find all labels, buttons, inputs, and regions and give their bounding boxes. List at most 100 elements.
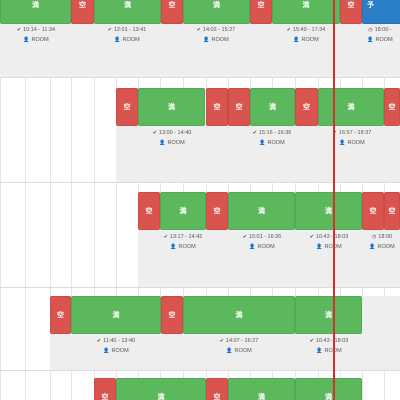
booking-info[interactable]: ◷ 18:00 - 👤 ROOM: [360, 27, 400, 43]
slot-free[interactable]: 空: [228, 88, 250, 126]
slot-free[interactable]: 空: [206, 192, 228, 230]
slot-free[interactable]: 空: [50, 296, 71, 334]
booking-info[interactable]: ✔16:43 - 18:03 👤ROOM: [303, 338, 355, 354]
booking-room: ROOM: [111, 348, 129, 354]
booking-info[interactable]: ✔ 13:00 - 14:40 👤 ROOM: [146, 130, 198, 146]
slot-label: 空: [101, 394, 109, 400]
slot-busy[interactable]: 満: [94, 0, 161, 24]
check-icon: ✔: [163, 234, 168, 240]
slot-busy[interactable]: 満: [318, 88, 384, 126]
booking-info[interactable]: ◷ 18:00 👤 ROOM: [364, 234, 400, 250]
booking-time: 13:17 - 14:42: [169, 234, 203, 240]
check-icon: ✔: [16, 27, 22, 33]
booking-info[interactable]: ✔ 13:17 - 14:42 👤 ROOM: [157, 234, 209, 250]
slot-free[interactable]: 空: [138, 192, 160, 230]
booking-info[interactable]: ✔ 12:01 - 13:41 👤 ROOM: [101, 27, 153, 43]
slot-free[interactable]: 空: [295, 88, 318, 126]
grid-line: [0, 0, 1, 400]
slot-label: 満: [157, 394, 165, 400]
slot-busy[interactable]: 満: [71, 296, 161, 334]
booking-room: ROOM: [122, 37, 140, 43]
slot-label: 空: [168, 2, 176, 9]
booking-room: ROOM: [301, 37, 319, 43]
check-icon: ✔: [152, 130, 157, 136]
booking-info[interactable]: ✔ 14:07 - 16:27 👤 ROOM: [213, 338, 265, 354]
booking-room: ROOM: [377, 244, 395, 250]
booking-room: ROOM: [267, 140, 285, 146]
booking-room: ROOM: [211, 37, 229, 43]
slot-label: 満: [213, 2, 220, 9]
slot-busy[interactable]: 満: [138, 88, 205, 126]
slot-free[interactable]: 空: [94, 378, 116, 400]
person-icon: 👤: [259, 140, 266, 146]
slot-label: 満: [124, 2, 131, 9]
slot-busy[interactable]: 満: [272, 0, 340, 24]
slot-label: 空: [303, 104, 310, 111]
check-icon: ✔: [309, 338, 314, 344]
slot-free[interactable]: 空: [362, 192, 384, 230]
check-icon: ✔: [107, 27, 112, 33]
booking-room: ROOM: [375, 37, 393, 43]
slot-busy[interactable]: 満: [228, 378, 295, 400]
slot-busy[interactable]: 満: [228, 192, 295, 230]
slot-label: 満: [32, 2, 39, 9]
person-icon: 👤: [316, 244, 323, 250]
booking-time: 11:40 - 13:40: [103, 338, 136, 344]
booking-info[interactable]: ✔ 14:02 - 15:27 👤 ROOM: [190, 27, 242, 43]
booking-info[interactable]: ✔ 10:14 - 11:34 👤 ROOM: [10, 27, 62, 43]
booking-time: 18:00 -: [374, 27, 392, 33]
grid-line: [71, 0, 72, 400]
slot-busy[interactable]: 満: [295, 296, 362, 334]
grid-line: [25, 0, 26, 400]
slot-reserved[interactable]: 予: [362, 0, 400, 24]
slot-busy[interactable]: 満: [116, 378, 206, 400]
booking-info[interactable]: ✔ 15:16 - 16:36 👤 ROOM: [246, 130, 298, 146]
booking-info[interactable]: ✔16:43 - 18:03 👤ROOM: [303, 234, 355, 250]
slot-free[interactable]: 空: [340, 0, 362, 24]
row-divider: [0, 77, 400, 78]
slot-free[interactable]: 空: [250, 0, 272, 24]
slot-label: 満: [258, 208, 265, 215]
slot-label: 満: [258, 394, 265, 400]
slot-label: 空: [145, 208, 153, 215]
slot-label: 満: [112, 312, 120, 319]
booking-time: 16:43 - 18:03: [315, 234, 349, 240]
booking-room: ROOM: [31, 37, 49, 43]
booking-info[interactable]: ✔ 11:40 - 13:40 👤 ROOM: [90, 338, 142, 354]
slot-busy[interactable]: 満: [0, 0, 71, 24]
booking-time: 10:14 - 11:34: [23, 27, 56, 33]
slot-busy[interactable]: 満: [160, 192, 206, 230]
slot-busy[interactable]: 満: [183, 0, 250, 24]
slot-free[interactable]: 空: [116, 88, 138, 126]
slot-free[interactable]: 空: [206, 88, 228, 126]
slot-free[interactable]: 空: [206, 378, 228, 400]
slot-label: 空: [213, 394, 221, 400]
person-icon: 👤: [203, 37, 210, 43]
slot-busy[interactable]: 満: [295, 378, 362, 400]
person-icon: 👤: [316, 348, 323, 354]
slot-busy[interactable]: 満: [183, 296, 295, 334]
check-icon: ✔: [286, 27, 291, 33]
person-icon: 👤: [293, 37, 300, 43]
slot-free[interactable]: 空: [384, 192, 400, 230]
slot-label: 満: [179, 208, 187, 215]
booking-info[interactable]: ✔ 15:01 - 16:26 👤 ROOM: [236, 234, 288, 250]
row-divider: [0, 287, 400, 288]
slot-label: 満: [269, 104, 276, 111]
booking-room: ROOM: [178, 244, 196, 250]
slot-free[interactable]: 空: [384, 88, 400, 126]
grid-line: [50, 0, 51, 400]
slot-busy[interactable]: 満: [295, 192, 362, 230]
booking-info[interactable]: ✔ 15:49 - 17:34 👤 ROOM: [280, 27, 332, 43]
person-icon: 👤: [339, 140, 346, 146]
slot-busy[interactable]: 満: [250, 88, 295, 126]
slot-free[interactable]: 空: [161, 296, 183, 334]
person-icon: 👤: [103, 348, 110, 354]
booking-time: 12:01 - 13:41: [113, 27, 147, 33]
person-icon: 👤: [114, 37, 121, 43]
slot-label: 空: [123, 104, 131, 111]
slot-free[interactable]: 空: [71, 0, 94, 24]
slot-label: 空: [369, 208, 377, 215]
slot-free[interactable]: 空: [161, 0, 183, 24]
slot-label: 空: [168, 312, 176, 319]
